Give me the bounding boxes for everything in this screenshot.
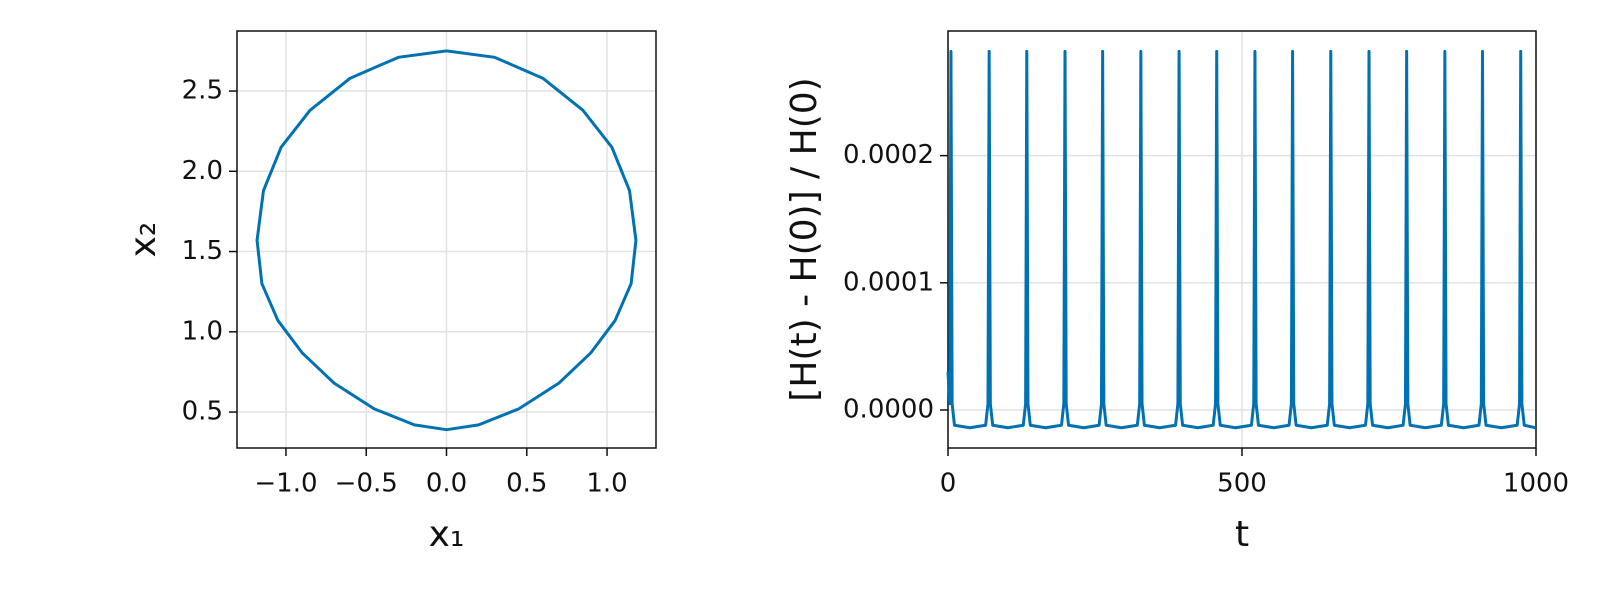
x-axis-label: x₁ (429, 514, 465, 555)
y-tick-label: 2.0 (182, 156, 223, 186)
x-tick-label: 0.0 (426, 469, 467, 499)
y-tick-label: 0.0001 (843, 267, 934, 297)
x-tick-label: 1.0 (586, 469, 627, 499)
data-line (255, 49, 638, 432)
x-tick-label: −1.0 (254, 469, 317, 499)
y-tick-label: 0.5 (182, 397, 223, 427)
y-axis-label: [H(t) - H(0)] / H(0) (784, 77, 825, 401)
y-tick-label: 2.5 (182, 76, 223, 106)
plot-frame (947, 30, 1537, 449)
y-tick-label: 0.0002 (843, 140, 934, 170)
x-tick-label: 0.5 (506, 469, 547, 499)
x-tick-label: 1000 (1503, 469, 1569, 499)
plot-frame (236, 30, 657, 449)
x-tick-label: −0.5 (335, 469, 398, 499)
y-tick-label: 1.0 (182, 316, 223, 346)
x-tick-label: 0 (940, 469, 957, 499)
y-tick-label: 1.5 (182, 236, 223, 266)
y-axis-label: x₂ (123, 222, 164, 258)
x-axis-label: t (1235, 514, 1249, 555)
y-tick-label: 0.0000 (843, 394, 934, 424)
x-tick-label: 500 (1217, 469, 1267, 499)
data-line (946, 49, 1537, 430)
